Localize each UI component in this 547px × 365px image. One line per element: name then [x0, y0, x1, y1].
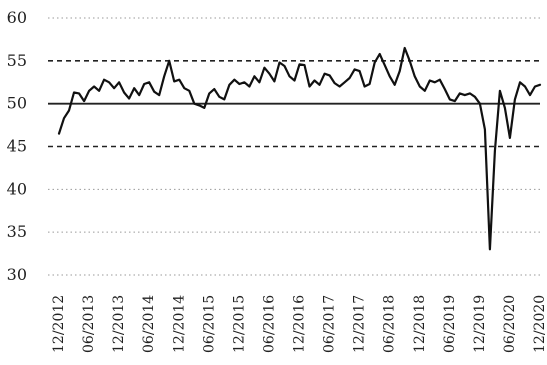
- y-tick-label: 60: [7, 8, 27, 27]
- x-tick-label: 06/2014: [141, 295, 157, 353]
- y-tick-label: 55: [7, 51, 27, 70]
- x-tick-label: 06/2020: [502, 295, 518, 353]
- x-tick-label: 12/2017: [352, 295, 368, 353]
- x-tick-label: 06/2018: [382, 295, 398, 353]
- x-tick-label: 12/2013: [111, 295, 127, 353]
- series-line-0: [57, 46, 542, 251]
- y-tick-label: 35: [7, 222, 27, 241]
- y-tick-label: 30: [7, 265, 27, 284]
- x-axis: 12/2012 06/2013 12/2013 06/2014 12/2014 06/20…: [51, 295, 547, 353]
- x-tick-label: 06/2013: [81, 295, 97, 353]
- x-tick-label: 12/2012: [51, 295, 67, 353]
- y-tick-label: 45: [7, 137, 27, 156]
- x-tick-label: 06/2016: [261, 295, 277, 353]
- x-tick-label: 06/2019: [442, 295, 458, 353]
- y-tick-label: 50: [7, 94, 27, 113]
- x-tick-label: 12/2014: [171, 295, 187, 353]
- x-tick-label: 12/2019: [472, 295, 488, 353]
- x-tick-label: 12/2020: [532, 295, 547, 353]
- x-tick-label: 06/2015: [201, 295, 217, 353]
- series-group: [57, 46, 542, 251]
- x-tick-label: 12/2018: [412, 295, 428, 353]
- x-tick-label: 06/2017: [322, 295, 338, 353]
- y-tick-label: 40: [7, 179, 27, 198]
- y-axis: 30 35 40 45 50 55 60: [7, 8, 27, 284]
- x-tick-label: 12/2016: [292, 295, 308, 353]
- grid-lines: [48, 17, 540, 276]
- x-tick-label: 12/2015: [231, 295, 247, 353]
